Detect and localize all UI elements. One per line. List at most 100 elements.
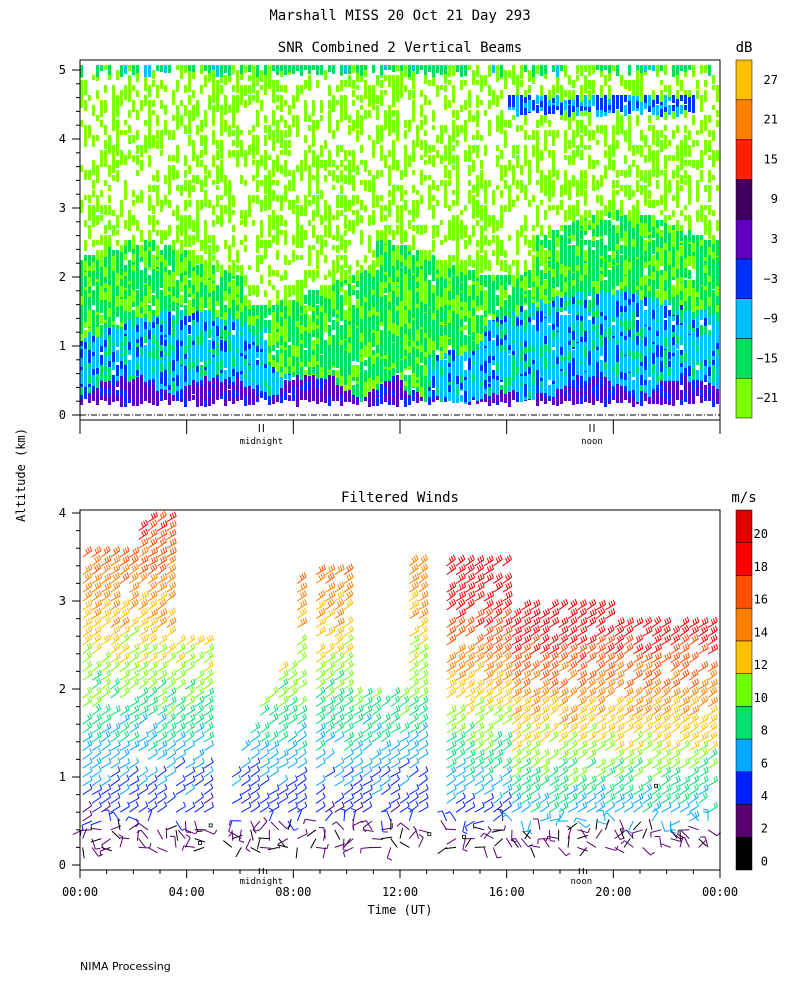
wind-barb <box>558 598 569 611</box>
winds-colorbar-swatch <box>735 640 753 674</box>
wind-barb <box>166 554 177 567</box>
wind-barb <box>250 748 260 760</box>
wind-barb <box>157 740 168 752</box>
wind-barb <box>203 731 215 743</box>
wind-barb <box>194 678 205 690</box>
wind-barb <box>353 731 364 743</box>
wind-barb <box>698 686 708 699</box>
wind-barb <box>250 846 261 854</box>
wind-barb <box>82 783 93 796</box>
wind-barb <box>386 847 393 861</box>
snr-colorbar-label: −9 <box>764 312 778 326</box>
wind-barb <box>418 590 429 602</box>
wind-barb <box>465 696 476 708</box>
wind-barb <box>595 607 606 619</box>
winds-y-tick-label: 4 <box>59 506 66 520</box>
wind-barb <box>343 722 354 734</box>
winds-x-tick-label: 08:00 <box>275 885 311 899</box>
wind-barb <box>446 838 457 845</box>
wind-barb <box>194 634 205 646</box>
wind-barb <box>539 775 550 787</box>
wind-barb <box>129 572 139 584</box>
wind-barb <box>455 748 466 760</box>
wind-barb <box>689 792 699 804</box>
wind-barb <box>315 589 326 602</box>
wind-barb <box>465 563 475 576</box>
wind-barb <box>418 624 428 637</box>
wind-barb <box>539 758 551 769</box>
wind-barb <box>577 748 588 760</box>
wind-barb <box>502 704 513 716</box>
wind-barb <box>698 748 708 760</box>
wind-barb <box>166 712 176 725</box>
wind-barb <box>483 564 494 576</box>
wind-barb <box>577 677 587 690</box>
wind-barb <box>353 801 364 813</box>
wind-barbs-plot <box>72 510 721 861</box>
wind-barb <box>595 616 606 628</box>
wind-barb <box>651 808 659 822</box>
wind-barb <box>573 817 587 823</box>
wind-barb <box>623 784 634 796</box>
wind-barb <box>623 722 634 734</box>
wind-barb <box>418 599 429 611</box>
wind-barb <box>614 748 625 760</box>
wind-barb <box>689 801 699 813</box>
wind-barb <box>409 722 420 734</box>
wind-barb <box>138 687 149 699</box>
wind-barb <box>110 784 121 796</box>
wind-barb <box>147 686 158 699</box>
wind-barb <box>465 749 476 760</box>
wind-barb <box>194 820 203 833</box>
wind-barb <box>315 642 326 655</box>
wind-barb <box>651 643 663 655</box>
wind-barb <box>138 563 149 576</box>
wind-barb <box>707 660 718 672</box>
winds-panel-title: Filtered Winds <box>341 490 459 506</box>
wind-barb <box>446 581 457 593</box>
wind-barb <box>399 731 411 743</box>
wind-barb <box>567 730 578 743</box>
wind-barb <box>698 714 709 725</box>
wind-barb <box>549 616 560 628</box>
wind-barb <box>297 757 308 769</box>
wind-barb <box>642 652 653 664</box>
wind-barb <box>381 713 391 725</box>
wind-barb <box>129 546 140 558</box>
wind-barb <box>390 739 401 752</box>
wind-barb <box>502 625 513 637</box>
wind-barb <box>175 801 186 813</box>
wind-barb <box>549 660 559 672</box>
wind-barb <box>203 757 214 769</box>
wind-barb <box>502 607 512 620</box>
wind-barb <box>418 774 428 787</box>
wind-barb <box>157 634 168 646</box>
wind-barb <box>250 722 261 734</box>
wind-barb <box>511 625 523 637</box>
snr-colorbar-label: −15 <box>756 351 778 365</box>
wind-barb <box>465 669 476 681</box>
wind-barb <box>521 652 532 664</box>
wind-barb <box>586 695 596 708</box>
wind-barb <box>558 801 569 813</box>
wind-barb <box>181 845 195 851</box>
wind-barb <box>269 784 280 796</box>
wind-barb <box>409 651 419 664</box>
wind-barb <box>465 572 476 584</box>
wind-barb <box>558 616 569 628</box>
wind-barb <box>91 748 102 760</box>
wind-barb <box>409 677 419 690</box>
wind-barb <box>502 696 513 708</box>
wind-barb <box>493 774 503 787</box>
wind-barb <box>539 695 550 708</box>
wind-barb <box>633 617 644 628</box>
wind-barb <box>669 820 681 831</box>
wind-barb <box>82 546 93 558</box>
wind-barb <box>101 704 111 716</box>
wind-barb <box>278 704 289 716</box>
wind-barb <box>315 712 326 725</box>
wind-barb <box>614 617 625 628</box>
wind-barb <box>147 598 158 611</box>
wind-barb <box>138 528 149 540</box>
wind-barb <box>297 713 308 725</box>
